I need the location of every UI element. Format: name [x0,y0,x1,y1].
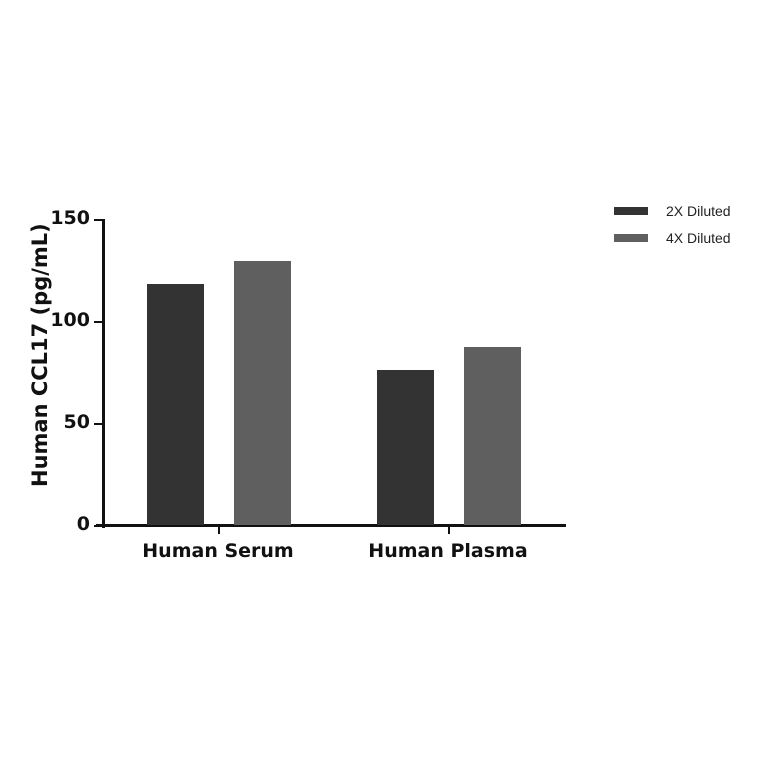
bar-human-plasma-2x-diluted [377,370,434,525]
y-axis-line [102,219,105,528]
x-category-label: Human Serum [142,540,294,562]
y-tick-100 [94,321,103,323]
bar-human-serum-4x-diluted [234,260,291,525]
legend-label: 2X Diluted [666,203,731,219]
bar-human-serum-2x-diluted [147,284,204,525]
y-tick-label: 150 [50,207,90,229]
y-tick-label: 50 [63,411,90,433]
x-tick-serum [218,526,220,534]
legend-swatch [614,207,648,215]
x-category-label: Human Plasma [368,540,528,562]
legend-item-4x: 4X Diluted [614,228,731,248]
y-axis-title: Human CCL17 (pg/mL) [28,223,52,487]
y-tick-150 [94,219,103,221]
y-tick-label: 100 [50,309,90,331]
x-tick-plasma [448,526,450,534]
legend-item-2x: 2X Diluted [614,201,731,221]
x-axis-line [96,524,566,527]
y-tick-0 [94,525,103,527]
legend-label: 4X Diluted [666,230,731,246]
y-tick-50 [94,423,103,425]
bar-human-plasma-4x-diluted [464,347,521,525]
y-tick-label: 0 [76,513,90,535]
legend-swatch [614,234,648,242]
